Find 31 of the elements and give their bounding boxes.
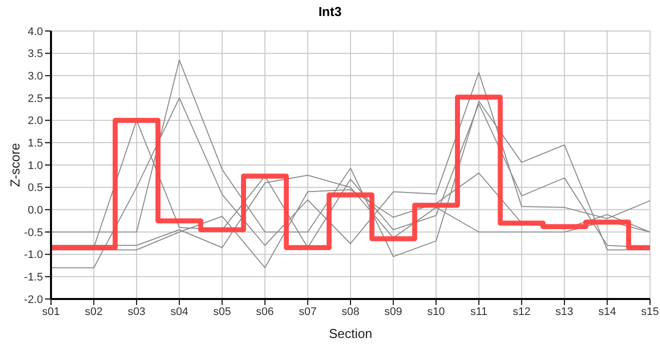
y-tick-label: -2.0 <box>24 294 43 306</box>
x-tick-label: s15 <box>641 306 659 318</box>
x-tick-label: s12 <box>512 306 531 318</box>
chart-title: Int3 <box>317 4 343 19</box>
y-tick-label: -1.5 <box>24 272 43 284</box>
x-tick-label: s10 <box>427 306 445 318</box>
y-tick-label: 0.5 <box>28 182 43 194</box>
x-tick-label: s04 <box>170 306 188 318</box>
y-tick-label: 3.5 <box>28 48 43 60</box>
y-tick-label: 0.0 <box>28 204 43 217</box>
x-axis-title: Section <box>328 326 372 341</box>
x-tick-label: s09 <box>384 306 402 318</box>
x-tick-label: s05 <box>213 306 232 318</box>
x-tick-label: s13 <box>556 306 574 318</box>
y-tick-label: 4.0 <box>28 26 43 38</box>
y-tick-label: 3.0 <box>28 70 43 83</box>
x-tick-label: s01 <box>42 306 60 318</box>
x-tick-label: s06 <box>256 306 274 318</box>
x-tick-label: s14 <box>598 306 616 318</box>
x-tick-label: s08 <box>342 306 360 318</box>
x-tick-label: s03 <box>128 306 146 318</box>
y-tick-label: -0.5 <box>24 226 43 239</box>
y-tick-label: 1.5 <box>28 138 43 150</box>
x-tick-label: s07 <box>298 306 317 318</box>
y-tick-label: 2.5 <box>28 92 43 105</box>
y-tick-label: 1.0 <box>28 160 43 172</box>
x-tick-label: s02 <box>84 306 103 318</box>
y-axis-title: Z-score <box>8 142 23 188</box>
y-tick-label: 2.0 <box>28 115 43 128</box>
x-tick-label: s11 <box>470 306 488 318</box>
y-tick-label: -1.0 <box>24 249 43 262</box>
